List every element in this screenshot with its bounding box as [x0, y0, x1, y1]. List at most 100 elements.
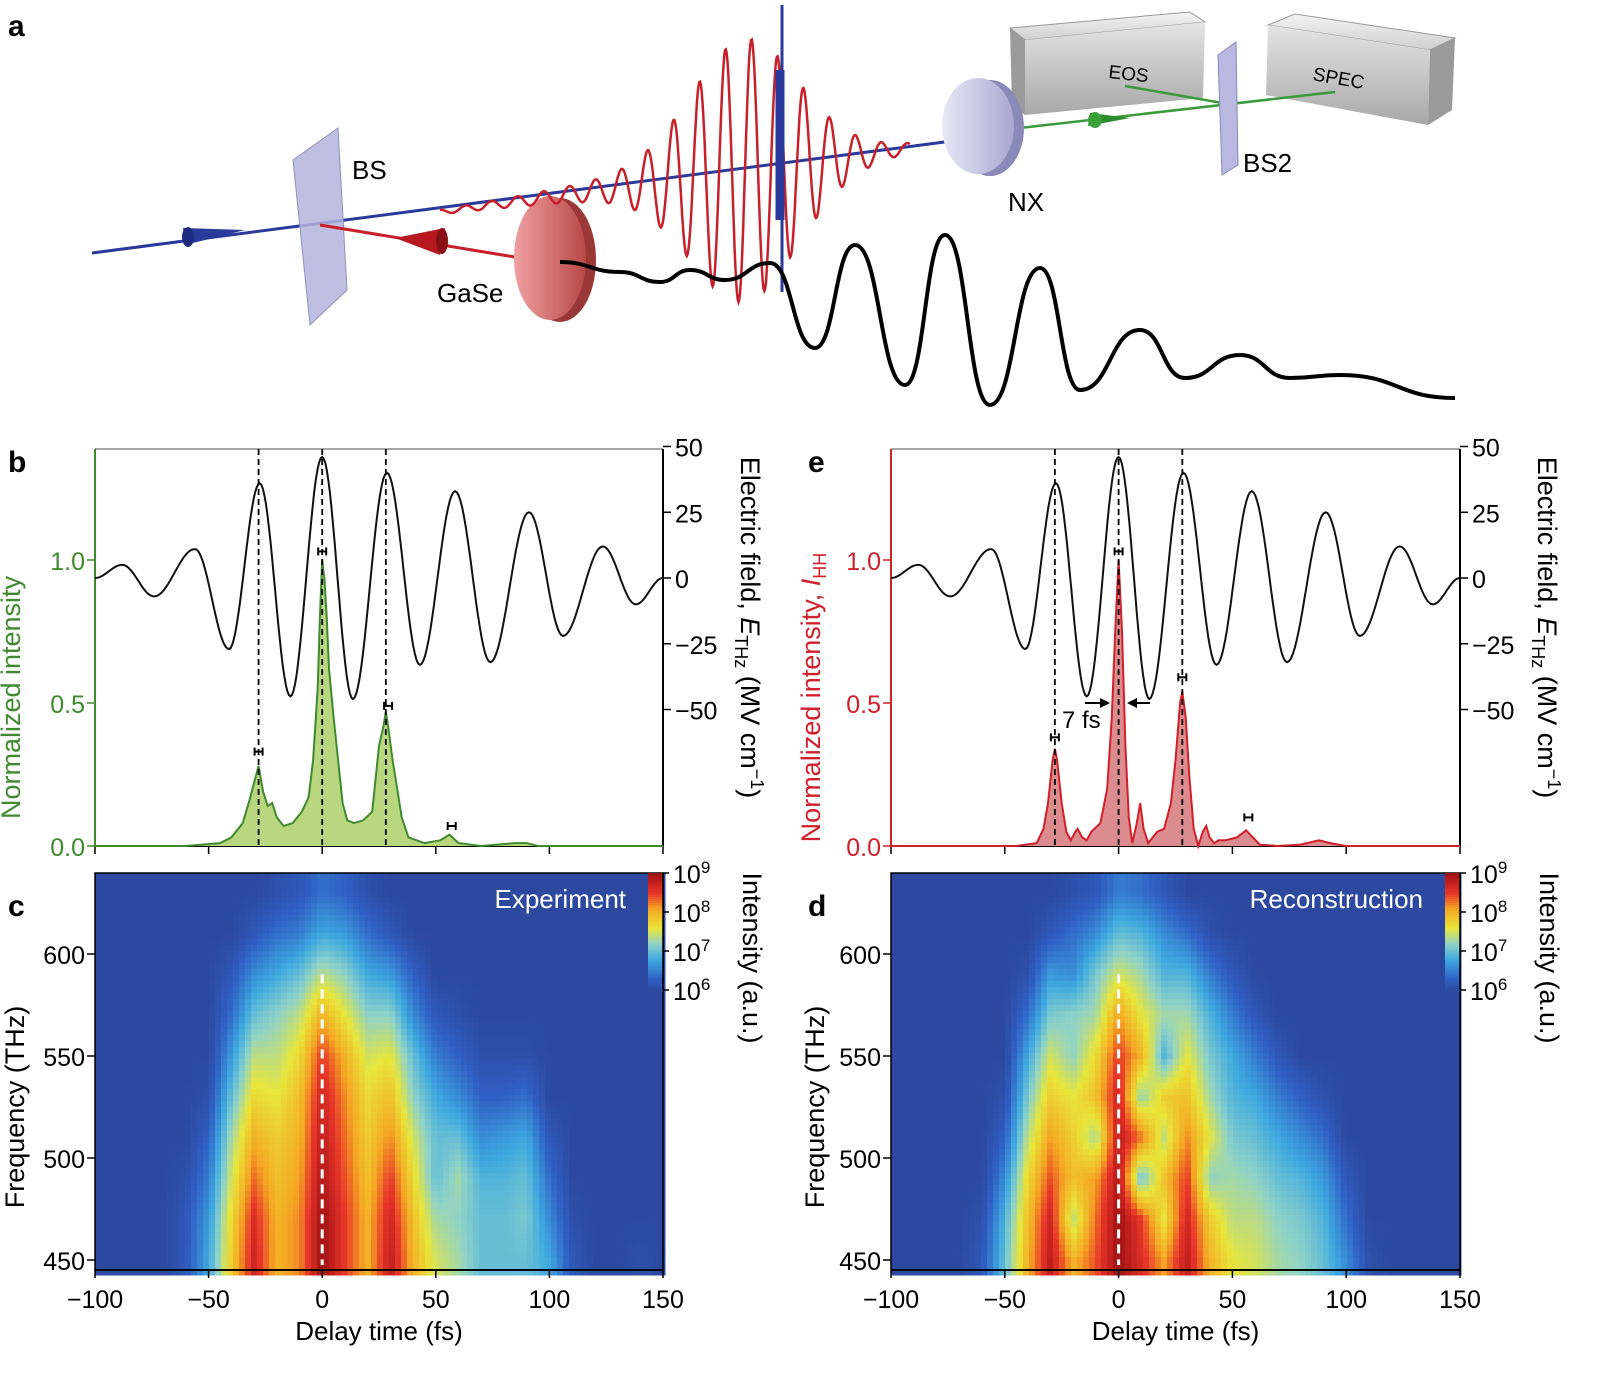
- heatmap-cell: [593, 969, 600, 976]
- heatmap-cell: [155, 1077, 162, 1084]
- heatmap-cell: [281, 999, 288, 1006]
- heatmap-cell: [551, 957, 558, 964]
- heatmap-cell: [101, 1041, 108, 1048]
- heatmap-cell: [353, 1011, 360, 1018]
- heatmap-cell: [581, 1017, 588, 1024]
- heatmap-cell: [233, 873, 240, 880]
- heatmap-cell: [563, 873, 570, 880]
- heatmap-cell: [419, 1083, 426, 1090]
- heatmap-cell: [623, 1107, 630, 1114]
- heatmap-cell: [611, 1053, 618, 1060]
- heatmap-cell: [419, 915, 426, 922]
- heatmap-cell: [173, 1071, 180, 1078]
- heatmap-cell: [587, 987, 594, 994]
- heatmap-cell: [425, 951, 432, 958]
- heatmap-cell: [305, 909, 312, 916]
- heatmap-cell: [203, 873, 210, 880]
- heatmap-cell: [581, 1107, 588, 1114]
- heatmap-cell: [455, 1077, 462, 1084]
- heatmap-cell: [197, 957, 204, 964]
- heatmap-cell: [407, 1161, 414, 1168]
- heatmap-cell: [293, 933, 300, 940]
- heatmap-cell: [335, 1065, 342, 1072]
- heatmap-cell: [533, 951, 540, 958]
- heatmap-cell: [587, 951, 594, 958]
- heatmap-cell: [491, 993, 498, 1000]
- heatmap-cell: [539, 1137, 546, 1144]
- heatmap-cell: [125, 1071, 132, 1078]
- heatmap-cell: [203, 1089, 210, 1096]
- heatmap-cell: [305, 1065, 312, 1072]
- heatmap-cell: [509, 1023, 516, 1030]
- heatmap-cell: [431, 1125, 438, 1132]
- heatmap-cell: [293, 1125, 300, 1132]
- heatmap-cell: [431, 1119, 438, 1126]
- heatmap-cell: [299, 1167, 306, 1174]
- heatmap-cell: [473, 963, 480, 970]
- heatmap-cell: [197, 1131, 204, 1138]
- heatmap-cell: [515, 1059, 522, 1066]
- heatmap-cell: [611, 921, 618, 928]
- heatmap-cell: [311, 1071, 318, 1078]
- heatmap-cell: [323, 891, 330, 898]
- heatmap-cell: [281, 927, 288, 934]
- heatmap-cell: [491, 1083, 498, 1090]
- heatmap-cell: [323, 1059, 330, 1066]
- heatmap-cell: [587, 1113, 594, 1120]
- heatmap-cell: [221, 891, 228, 898]
- heatmap-cell: [425, 1113, 432, 1120]
- heatmap-cell: [641, 981, 648, 988]
- heatmap-cell: [395, 1113, 402, 1120]
- heatmap-cell: [299, 999, 306, 1006]
- heatmap-cell: [257, 903, 264, 910]
- heatmap-cell: [323, 903, 330, 910]
- heatmap-cell: [197, 1071, 204, 1078]
- heatmap-cell: [419, 1071, 426, 1078]
- heatmap-cell: [353, 987, 360, 994]
- heatmap-cell: [185, 963, 192, 970]
- heatmap-cell: [191, 1053, 198, 1060]
- heatmap-cell: [341, 1095, 348, 1102]
- heatmap-cell: [479, 1167, 486, 1174]
- heatmap-cell: [563, 1077, 570, 1084]
- heatmap-cell: [317, 903, 324, 910]
- heatmap-cell: [497, 1095, 504, 1102]
- heatmap-cell: [389, 933, 396, 940]
- heatmap-cell: [239, 1173, 246, 1180]
- heatmap-cell: [239, 921, 246, 928]
- heatmap-cell: [437, 1047, 444, 1054]
- heatmap-cell: [533, 1011, 540, 1018]
- heatmap-cell: [413, 1107, 420, 1114]
- heatmap-cell: [539, 1143, 546, 1150]
- heatmap-cell: [101, 1095, 108, 1102]
- heatmap-cell: [503, 1017, 510, 1024]
- heatmap-cell: [623, 1059, 630, 1066]
- heatmap-cell: [353, 927, 360, 934]
- heatmap-cell: [407, 993, 414, 1000]
- heatmap-cell: [647, 1077, 654, 1084]
- heatmap-cell: [425, 921, 432, 928]
- heatmap-cell: [143, 999, 150, 1006]
- heatmap-cell: [377, 987, 384, 994]
- heatmap-cell: [401, 1017, 408, 1024]
- heatmap-cell: [245, 1095, 252, 1102]
- heatmap-cell: [473, 981, 480, 988]
- heatmap-cell: [551, 933, 558, 940]
- heatmap-cell: [599, 1041, 606, 1048]
- heatmap-cell: [131, 1005, 138, 1012]
- heatmap-cell: [125, 1101, 132, 1108]
- heatmap-cell: [557, 1041, 564, 1048]
- heatmap-cell: [221, 975, 228, 982]
- heatmap-cell: [431, 1077, 438, 1084]
- heatmap-cell: [167, 1161, 174, 1168]
- heatmap-cell: [161, 879, 168, 886]
- heatmap-cell: [125, 1149, 132, 1156]
- heatmap-cell: [329, 1113, 336, 1120]
- heatmap-cell: [161, 1179, 168, 1186]
- heatmap-cell: [299, 1071, 306, 1078]
- heatmap-cell: [611, 987, 618, 994]
- heatmap-cell: [125, 1047, 132, 1054]
- heatmap-cell: [389, 903, 396, 910]
- heatmap-cell: [629, 969, 636, 976]
- heatmap-cell: [617, 1101, 624, 1108]
